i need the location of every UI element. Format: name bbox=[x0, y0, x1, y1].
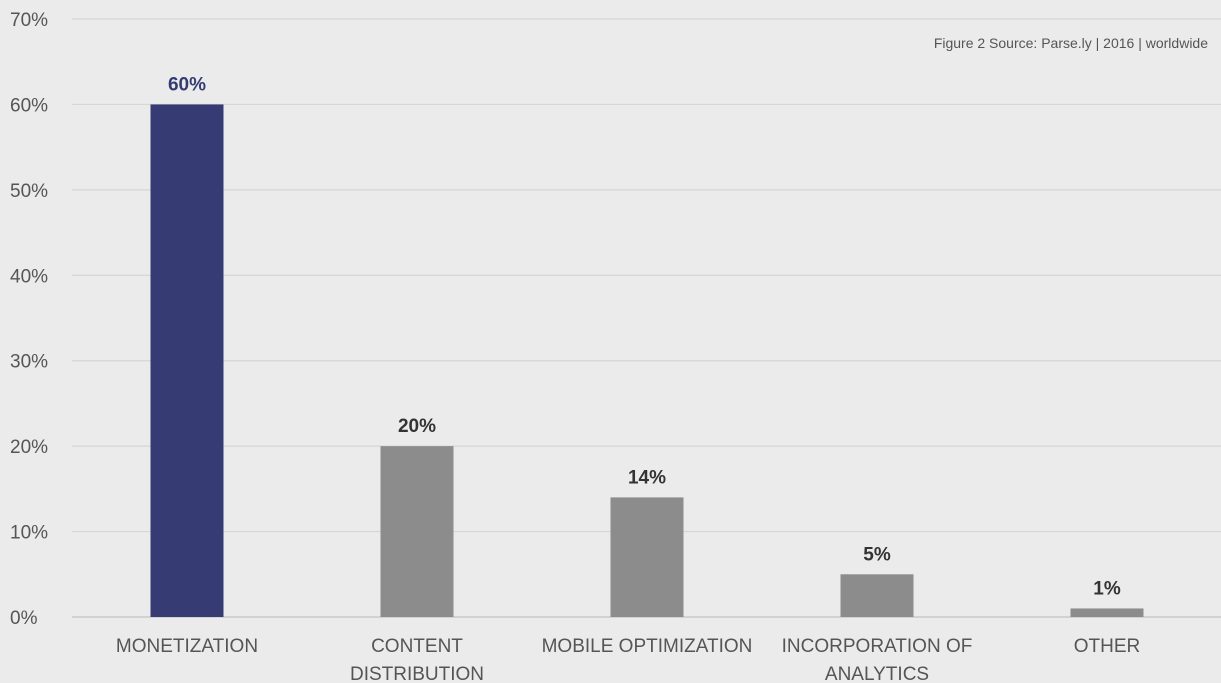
category-label: OTHER bbox=[1074, 636, 1141, 657]
x-axis-category-labels: MONETIZATION CONTENT DISTRIBUTION MOBILE OP… bbox=[116, 636, 1140, 683]
y-tick-label: 30% bbox=[10, 352, 48, 373]
category-label: DISTRIBUTION bbox=[350, 664, 484, 683]
grid-lines bbox=[72, 18, 1221, 618]
category-label: CONTENT bbox=[371, 636, 463, 657]
y-tick-label: 10% bbox=[10, 523, 48, 544]
source-note: Figure 2 Source: Parse.ly | 2016 | world… bbox=[934, 35, 1208, 51]
y-tick-label: 40% bbox=[10, 266, 48, 287]
y-tick-label: 20% bbox=[10, 437, 48, 458]
category-label: ANALYTICS bbox=[825, 664, 929, 683]
bar bbox=[380, 446, 454, 617]
bar bbox=[1070, 608, 1144, 617]
category-label: MONETIZATION bbox=[116, 636, 258, 657]
category-label: INCORPORATION OF bbox=[782, 636, 973, 657]
y-tick-label: 50% bbox=[10, 181, 48, 202]
bar bbox=[150, 104, 224, 617]
y-tick-label: 60% bbox=[10, 95, 48, 116]
data-label: 14% bbox=[628, 467, 666, 488]
data-label: 5% bbox=[863, 544, 891, 565]
data-labels: 60% 20% 14% 5% 1% bbox=[168, 74, 1121, 599]
bars bbox=[150, 104, 1144, 617]
y-axis-tick-labels: 0% 10% 20% 30% 40% 50% 60% 70% bbox=[10, 10, 48, 629]
data-label: 60% bbox=[168, 74, 206, 95]
y-tick-label: 70% bbox=[10, 10, 48, 31]
data-label: 20% bbox=[398, 416, 436, 437]
bar bbox=[610, 497, 684, 617]
bar bbox=[840, 574, 914, 617]
data-label: 1% bbox=[1093, 578, 1121, 599]
category-label: MOBILE OPTIMIZATION bbox=[542, 636, 753, 657]
y-tick-label: 0% bbox=[10, 608, 38, 629]
